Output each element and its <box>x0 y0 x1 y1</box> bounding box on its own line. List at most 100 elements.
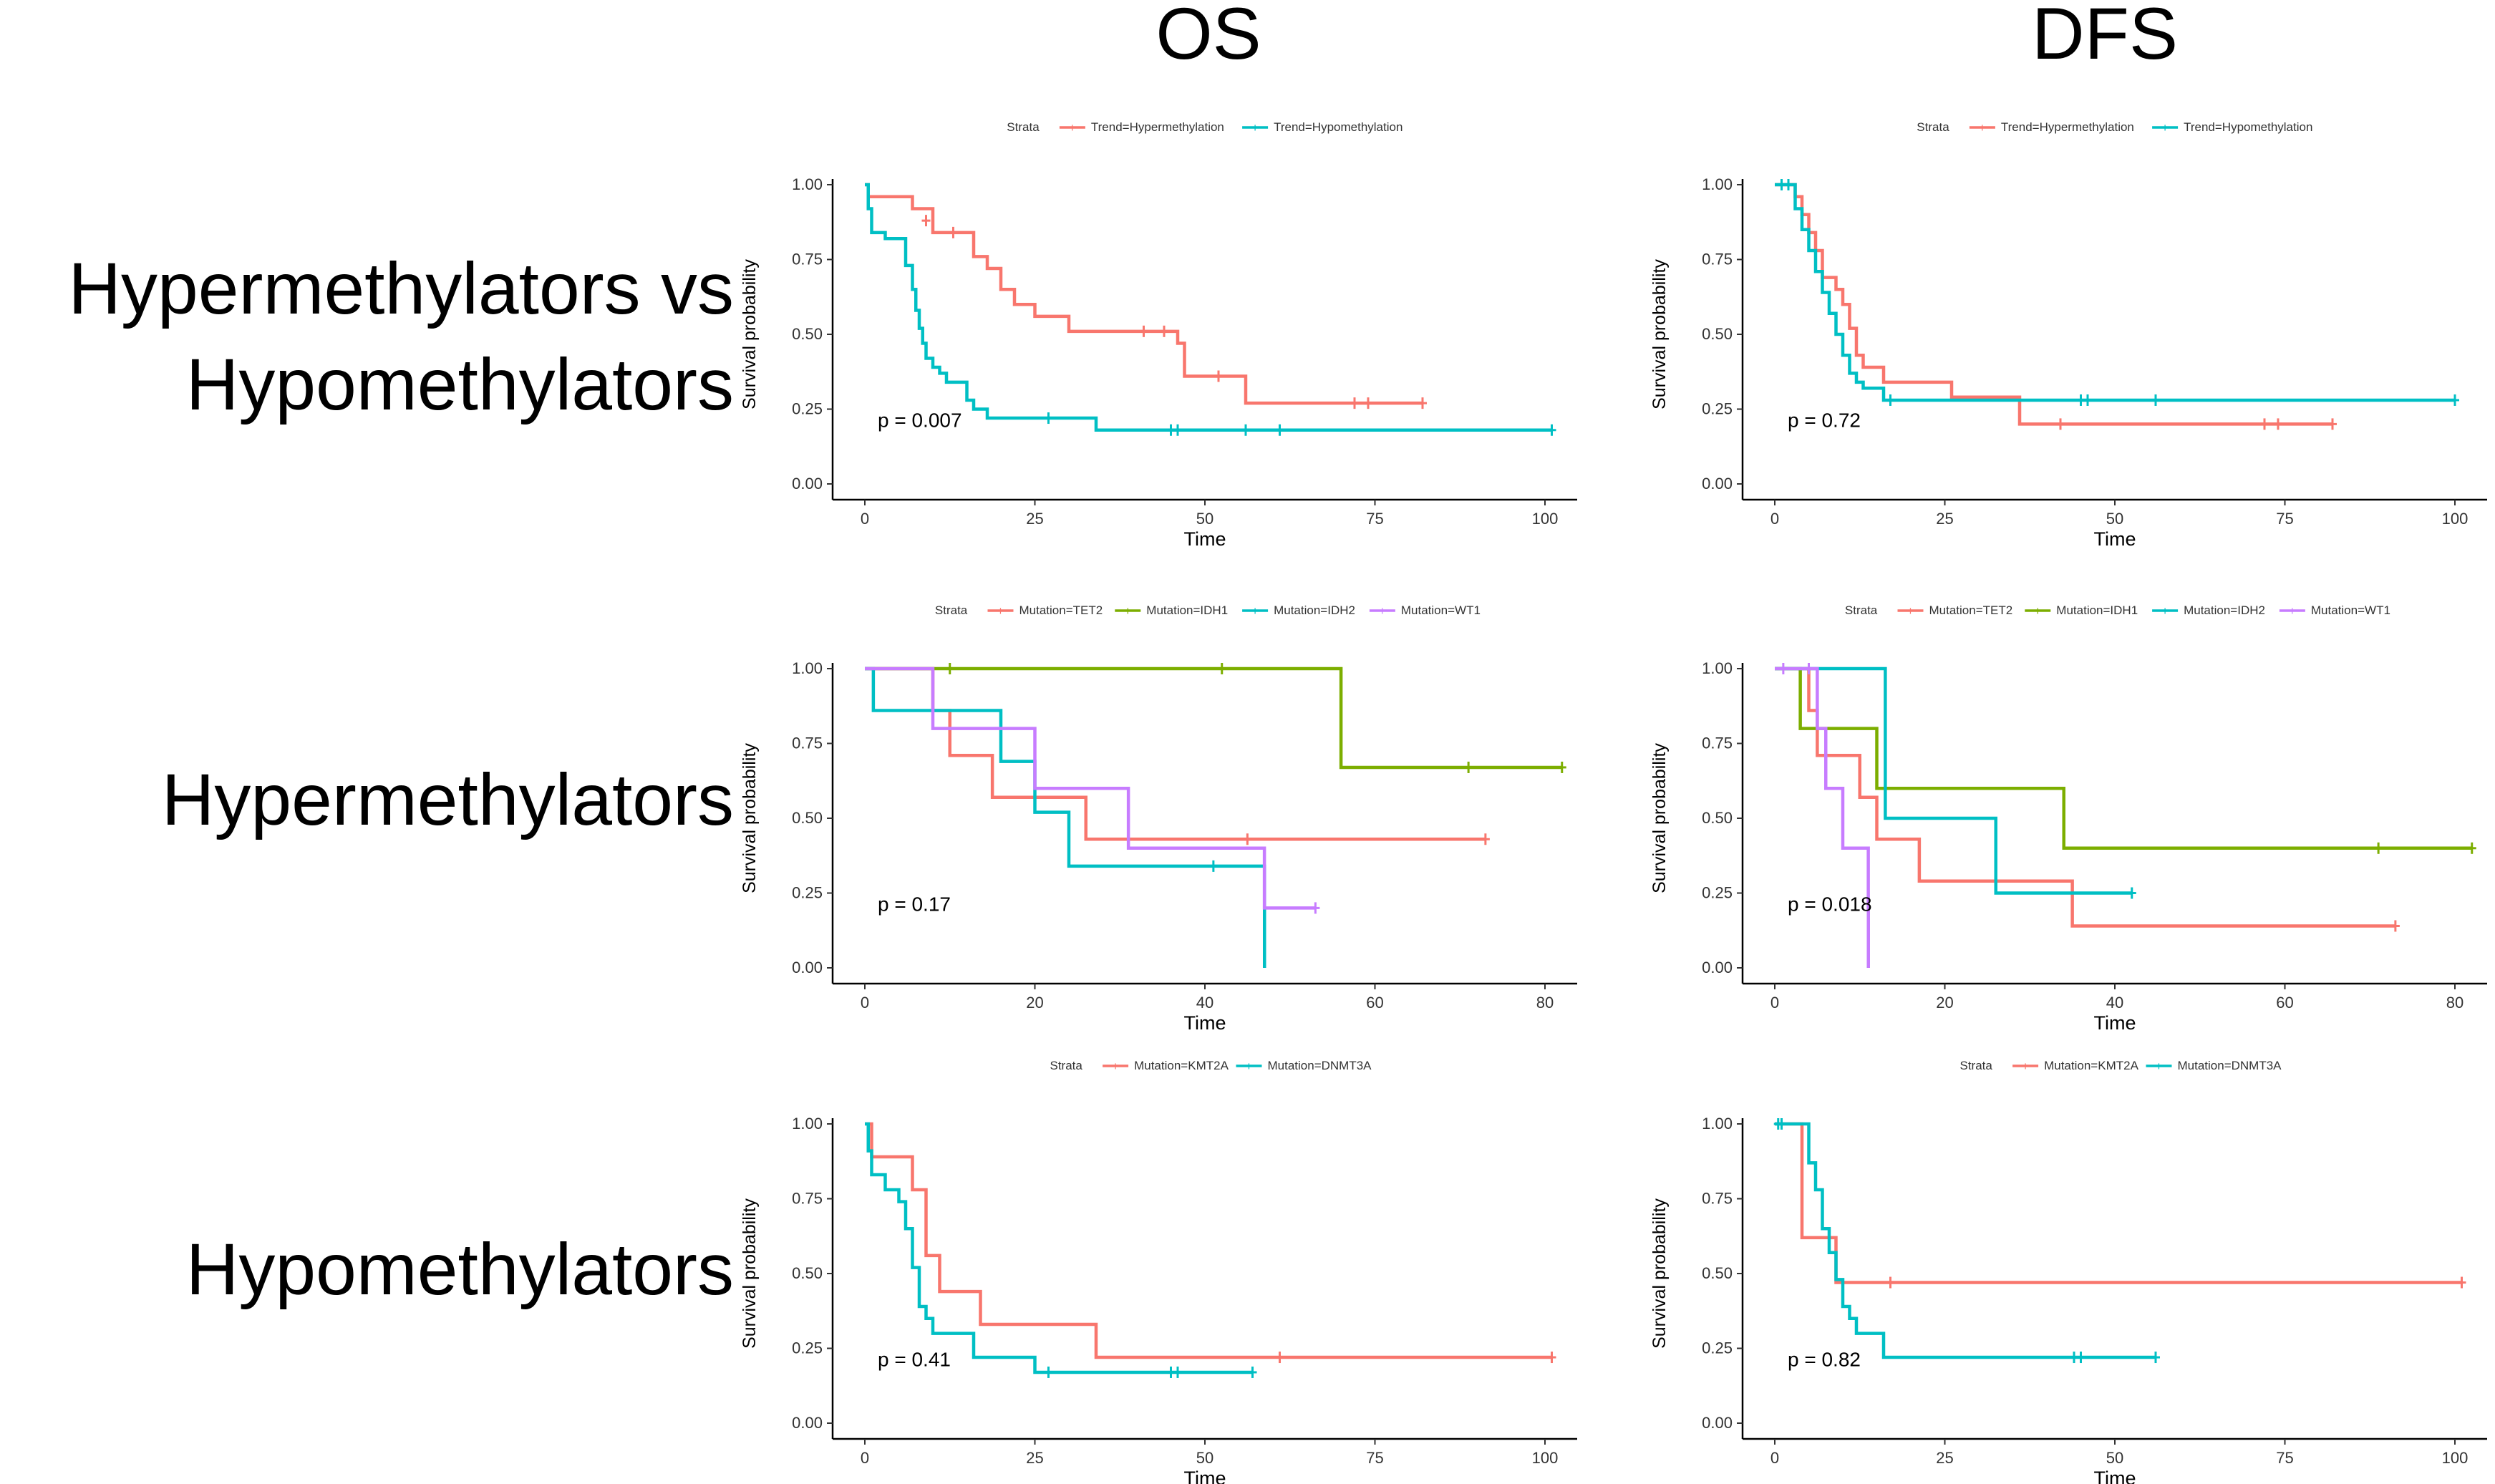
y-axis-label: Survival probability <box>1649 743 1670 893</box>
y-tick-label: 0.75 <box>792 251 823 268</box>
km-curve-mutation-kmt2a <box>865 1122 1552 1359</box>
legend-label: Mutation=WT1 <box>1401 603 1481 617</box>
legend-key-censor: + <box>2022 1059 2029 1073</box>
y-axis-label: Survival probability <box>740 259 760 409</box>
legend-key-censor: + <box>1112 1059 1119 1073</box>
y-tick-label: 0.25 <box>1702 1339 1733 1357</box>
legend-key-censor: + <box>1979 121 1986 135</box>
y-tick-label: 0.50 <box>792 1264 823 1282</box>
x-tick-label: 60 <box>2276 994 2293 1012</box>
legend-key-censor: + <box>2034 604 2041 618</box>
x-tick-label: 50 <box>1196 510 1213 528</box>
legend-key-censor: + <box>1069 121 1076 135</box>
x-tick-label: 100 <box>1532 510 1559 528</box>
km-panel-dfs-row1: Strata + Trend=Hypermethylation + Trend=Hypo… <box>1649 120 2487 550</box>
x-tick-label: 0 <box>1770 510 1779 528</box>
y-axis-label: Survival probability <box>740 1198 760 1349</box>
km-curve-trend-hypermethylation <box>865 183 1423 405</box>
y-tick-label: 0.25 <box>1702 884 1733 902</box>
legend-key-censor: + <box>1124 604 1131 618</box>
legend-key-censor: + <box>2289 604 2296 618</box>
y-tick-label: 0.75 <box>1702 251 1733 268</box>
legend-label: Mutation=WT1 <box>2311 603 2390 617</box>
legend-label: Mutation=IDH1 <box>1146 603 1228 617</box>
y-tick-label: 1.00 <box>1702 175 1733 193</box>
km-curve-mutation-idh1 <box>1775 666 2472 850</box>
km-curve-mutation-dnmt3a <box>1775 1122 2156 1359</box>
legend-title: Strata <box>935 603 968 617</box>
km-curve-mutation-idh2 <box>1775 666 2132 895</box>
legend-label: Mutation=DNMT3A <box>2178 1059 2282 1072</box>
legend-label: Trend=Hypomethylation <box>1274 120 1402 134</box>
legend: Strata + Mutation=TET2 + Mutation=IDH1 + Mutat… <box>1845 603 2390 618</box>
legend: Strata + Mutation=KMT2A + Mutation=DNMT3A <box>1960 1059 2282 1073</box>
legend-label: Mutation=DNMT3A <box>1268 1059 1372 1072</box>
km-curve-trend-hypomethylation <box>1775 183 2455 402</box>
y-tick-label: 0.50 <box>792 325 823 343</box>
x-tick-label: 0 <box>861 994 869 1012</box>
x-tick-label: 50 <box>2106 1449 2123 1467</box>
x-tick-label: 50 <box>2106 510 2123 528</box>
y-tick-label: 0.00 <box>792 475 823 493</box>
legend-key-censor: + <box>1907 604 1914 618</box>
p-value: p = 0.82 <box>1788 1349 1861 1371</box>
p-value: p = 0.72 <box>1788 409 1861 432</box>
km-curve-mutation-idh1 <box>865 666 1562 770</box>
x-tick-label: 100 <box>2442 1449 2469 1467</box>
legend-title: Strata <box>1960 1059 1993 1072</box>
legend-label: Mutation=TET2 <box>1929 603 2013 617</box>
km-panel-dfs-row2: Strata + Mutation=TET2 + Mutation=IDH1 + Mutat… <box>1649 603 2487 1034</box>
y-tick-label: 0.50 <box>792 809 823 827</box>
y-tick-label: 0.00 <box>1702 959 1733 976</box>
x-tick-label: 80 <box>1536 994 1554 1012</box>
y-tick-label: 1.00 <box>792 1115 823 1133</box>
km-curve-mutation-wt1 <box>1775 666 1870 968</box>
km-panel-os-row3: Strata + Mutation=KMT2A + Mutation=DNMT3A 0.0… <box>740 1059 1577 1484</box>
legend-key-censor: + <box>1251 121 1259 135</box>
x-tick-label: 100 <box>2442 510 2469 528</box>
legend-title: Strata <box>1845 603 1878 617</box>
km-curve-mutation-tet2 <box>865 666 1486 841</box>
legend: Strata + Mutation=KMT2A + Mutation=DNMT3A <box>1050 1059 1372 1073</box>
km-curve-mutation-kmt2a <box>1775 1122 2462 1284</box>
x-tick-label: 25 <box>1936 510 1953 528</box>
legend-key-censor: + <box>2156 1059 2163 1073</box>
x-tick-label: 75 <box>1366 1449 1383 1467</box>
x-tick-label: 75 <box>2276 1449 2293 1467</box>
x-tick-label: 25 <box>1026 510 1043 528</box>
legend: Strata + Trend=Hypermethylation + Trend=Hypo… <box>1917 120 2312 135</box>
x-axis-label: Time <box>2094 1468 2136 1484</box>
km-curve-mutation-dnmt3a <box>865 1122 1253 1374</box>
x-tick-label: 0 <box>861 510 869 528</box>
y-tick-label: 0.75 <box>792 734 823 752</box>
km-curve-mutation-idh2 <box>865 666 1266 968</box>
legend-key-censor: + <box>2161 121 2169 135</box>
row-label-comparison-line1: Hypermethylators vs <box>68 248 734 329</box>
y-tick-label: 0.00 <box>792 959 823 976</box>
x-tick-label: 0 <box>1770 1449 1779 1467</box>
y-tick-label: 0.25 <box>1702 400 1733 418</box>
y-tick-label: 0.75 <box>792 1190 823 1208</box>
y-axis-label: Survival probability <box>1649 259 1670 409</box>
x-axis-label: Time <box>1184 528 1226 550</box>
y-tick-label: 0.75 <box>1702 1190 1733 1208</box>
x-tick-label: 25 <box>1026 1449 1043 1467</box>
x-tick-label: 20 <box>1026 994 1043 1012</box>
legend: Strata + Mutation=TET2 + Mutation=IDH1 + Mutat… <box>935 603 1481 618</box>
legend-label: Mutation=TET2 <box>1019 603 1103 617</box>
legend-label: Mutation=IDH2 <box>1274 603 1355 617</box>
x-tick-label: 80 <box>2446 994 2463 1012</box>
km-curve-mutation-tet2 <box>1775 666 2395 928</box>
km-panel-os-row1: Strata + Trend=Hypermethylation + Trend=Hypo… <box>740 120 1577 550</box>
x-axis-label: Time <box>1184 1012 1226 1034</box>
row-label-comparison-line2: Hypomethylators <box>186 344 734 425</box>
legend-label: Trend=Hypermethylation <box>2001 120 2134 134</box>
x-axis-label: Time <box>2094 1012 2136 1034</box>
row-label-hypomethylators: Hypomethylators <box>186 1228 734 1310</box>
x-tick-label: 0 <box>1770 994 1779 1012</box>
p-value: p = 0.41 <box>878 1349 951 1371</box>
legend-label: Mutation=KMT2A <box>2044 1059 2138 1072</box>
x-axis-label: Time <box>2094 528 2136 550</box>
legend-title: Strata <box>1917 120 1949 134</box>
